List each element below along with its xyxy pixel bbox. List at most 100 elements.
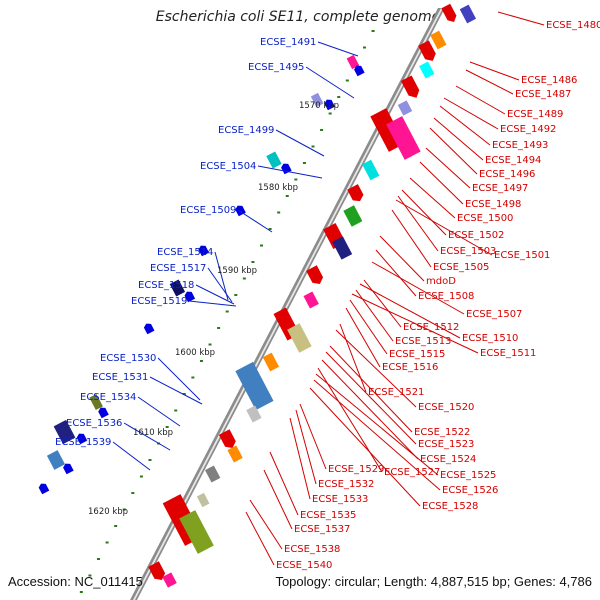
ruler-tick: [371, 30, 375, 32]
leader-line: [295, 409, 317, 485]
leader-line: [257, 165, 323, 179]
label-leader-lines: [112, 11, 545, 566]
ruler-tick: [294, 178, 298, 181]
leader-line: [195, 284, 235, 305]
ruler-labels: 1570 kbp 1580 kbp 1590 kbp 1600 kbp 1610…: [88, 101, 339, 517]
ruler-tick: [242, 277, 246, 280]
leader-line: [409, 177, 456, 219]
gene-label-reverse: ECSE_1486: [521, 75, 577, 86]
gene-label-reverse: ECSE_1508: [418, 291, 474, 302]
topology-text: Topology: circular; Length: 4,887,515 bp…: [275, 574, 592, 589]
gene-box: [459, 4, 477, 24]
ruler-tick: [268, 228, 272, 230]
gene-arrow: [143, 323, 155, 335]
gene-box: [419, 61, 435, 79]
gene-label-reverse: ECSE_1494: [485, 155, 541, 166]
ruler-tick: [191, 376, 195, 379]
gene-label-forward: ECSE_1518: [138, 280, 194, 291]
gene-feature-reverse: [419, 61, 435, 79]
ruler-tick: [225, 310, 229, 313]
gene-feature-reverse: [196, 492, 210, 508]
gene-box: [196, 492, 210, 508]
gene-feature-forward: [38, 483, 50, 495]
gene-feature-reverse: [235, 361, 274, 411]
leader-line: [237, 209, 273, 233]
leader-line: [339, 323, 367, 393]
gene-arrow: [306, 265, 324, 284]
gene-feature-forward: [63, 463, 74, 475]
gene-box: [227, 445, 243, 463]
ruler-tick: [285, 195, 289, 197]
gene-feature-forward: [46, 450, 65, 470]
leader-line: [263, 469, 293, 530]
gene-feature-reverse: [332, 236, 353, 260]
gene-label-forward: ECSE_1504: [200, 161, 256, 172]
gene-box: [287, 323, 312, 353]
gene-label-reverse: ECSE_1511: [480, 348, 536, 359]
leader-line: [375, 249, 417, 297]
leader-line: [214, 251, 229, 301]
gene-box: [430, 30, 447, 50]
leader-line: [329, 345, 413, 433]
ruler-tick: [337, 96, 341, 98]
gene-label-reverse: ECSE_1500: [457, 213, 513, 224]
gene-feature-reverse: [162, 572, 177, 588]
gene-feature-forward: [53, 419, 76, 445]
gene-label-reverse: ECSE_1501: [494, 250, 550, 261]
gene-label-reverse: ECSE_1487: [515, 89, 571, 100]
gene-arrow: [218, 429, 236, 448]
gene-feature-reverse: [287, 323, 312, 353]
leader-line: [497, 11, 545, 26]
leader-line: [425, 147, 471, 189]
gene-feature-forward: [76, 433, 88, 445]
leader-line: [419, 161, 464, 205]
gene-arrow: [400, 75, 420, 98]
gene-box: [303, 291, 319, 309]
gene-feature-reverse: [179, 510, 214, 554]
gene-arrow: [63, 463, 74, 475]
leader-line: [429, 127, 478, 175]
gene-feature-reverse: [362, 159, 380, 181]
leader-line: [249, 499, 283, 550]
gene-label-forward: ECSE_1495: [248, 62, 304, 73]
leader-line: [443, 97, 499, 130]
gene-label-reverse: ECSE_1496: [479, 169, 535, 180]
gene-label-reverse: ECSE_1515: [389, 349, 445, 360]
gene-label-reverse: ECSE_1520: [418, 402, 474, 413]
gene-arrow: [148, 561, 166, 580]
gene-label-reverse: ECSE_1516: [382, 362, 438, 373]
ruler-tick: [131, 492, 135, 494]
gene-arrow: [76, 433, 88, 445]
gene-label-reverse: ECSE_1510: [462, 333, 518, 344]
gene-label-forward: ECSE_1530: [100, 353, 156, 364]
gene-label-reverse: ECSE_1480: [546, 20, 600, 31]
gene-label-forward: ECSE_1514: [157, 247, 213, 258]
ruler-label-1620: 1620 kbp: [88, 507, 128, 517]
ruler-tick: [199, 360, 203, 362]
gene-label-reverse: ECSE_1525: [440, 470, 496, 481]
gene-arrow: [98, 407, 109, 419]
leader-line: [359, 283, 461, 339]
leader-line: [137, 396, 181, 427]
gene-label-forward: ECSE_1534: [80, 392, 136, 403]
gene-feature-forward: [143, 323, 155, 335]
gene-box: [397, 100, 413, 116]
map-title: Escherichia coli SE11, complete genome: [156, 9, 440, 25]
ruler-label-1600: 1600 kbp: [175, 348, 215, 358]
leader-line: [299, 403, 327, 470]
gene-feature-reverse: [218, 429, 236, 448]
ruler-tick: [208, 343, 212, 346]
gene-label-reverse: ECSE_1502: [448, 230, 504, 241]
gene-label-reverse: ECSE_1493: [492, 140, 548, 151]
gene-label-reverse: ECSE_1524: [420, 454, 476, 465]
gene-box: [332, 236, 353, 260]
leader-line: [321, 359, 419, 460]
ruler-tick: [174, 409, 178, 412]
gene-label-forward: ECSE_1536: [66, 418, 122, 429]
ruler-tick: [277, 211, 281, 214]
gene-box: [346, 54, 360, 70]
gene-feature-forward: [266, 151, 282, 169]
leader-line: [355, 289, 394, 342]
gene-box: [53, 419, 76, 445]
leader-line: [245, 511, 275, 566]
